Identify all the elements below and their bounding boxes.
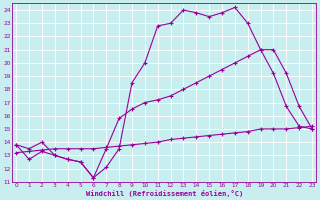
X-axis label: Windchill (Refroidissement éolien,°C): Windchill (Refroidissement éolien,°C) [85,190,243,197]
